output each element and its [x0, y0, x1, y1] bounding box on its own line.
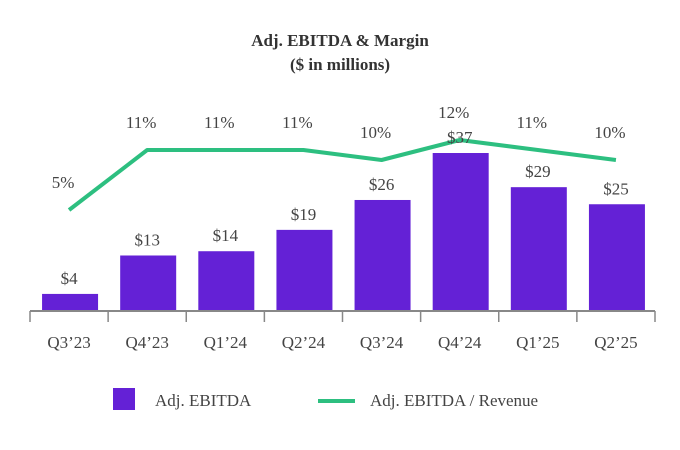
- bar: [354, 199, 411, 311]
- bar: [198, 251, 255, 311]
- legend-swatch-bar: [113, 388, 135, 410]
- bar: [588, 204, 645, 311]
- x-tick-label: Q3’24: [360, 333, 404, 352]
- bar: [432, 153, 489, 311]
- bar-data-label: $14: [213, 226, 239, 245]
- bar: [510, 187, 567, 311]
- line-data-label: 11%: [204, 113, 235, 132]
- bar-data-label: $26: [369, 175, 395, 194]
- legend: Adj. EBITDA Adj. EBITDA / Revenue: [113, 388, 538, 410]
- bar-data-label: $13: [134, 230, 160, 249]
- line-data-label: 11%: [282, 113, 313, 132]
- line-data-label: 10%: [594, 123, 625, 142]
- bar: [276, 229, 333, 311]
- legend-label-bar: Adj. EBITDA: [155, 391, 252, 410]
- x-tick-label: Q4’24: [438, 333, 482, 352]
- x-tick-label: Q4’23: [125, 333, 168, 352]
- line-data-label: 5%: [52, 173, 75, 192]
- line-data-label: 12%: [438, 103, 469, 122]
- chart-title: Adj. EBITDA & Margin: [251, 31, 429, 50]
- bar-data-label: $29: [525, 162, 551, 181]
- x-tick-label: Q3’23: [47, 333, 90, 352]
- margin-line: [67, 138, 617, 212]
- bar: [120, 255, 177, 311]
- x-tick-label: Q2’25: [594, 333, 637, 352]
- x-tick-label: Q1’24: [204, 333, 248, 352]
- bar-data-label: $19: [291, 205, 317, 224]
- bar-data-label: $37: [447, 128, 473, 147]
- line-data-label: 10%: [360, 123, 391, 142]
- x-tick-label: Q1’25: [516, 333, 559, 352]
- legend-label-line: Adj. EBITDA / Revenue: [370, 391, 538, 410]
- bar-data-label: $25: [603, 179, 629, 198]
- bar-data-label: $4: [61, 269, 79, 288]
- x-tick-label: Q2’24: [282, 333, 326, 352]
- line-data-label: 11%: [517, 113, 548, 132]
- chart-subtitle: ($ in millions): [290, 55, 390, 74]
- bar: [42, 293, 99, 311]
- line-data-label: 11%: [126, 113, 157, 132]
